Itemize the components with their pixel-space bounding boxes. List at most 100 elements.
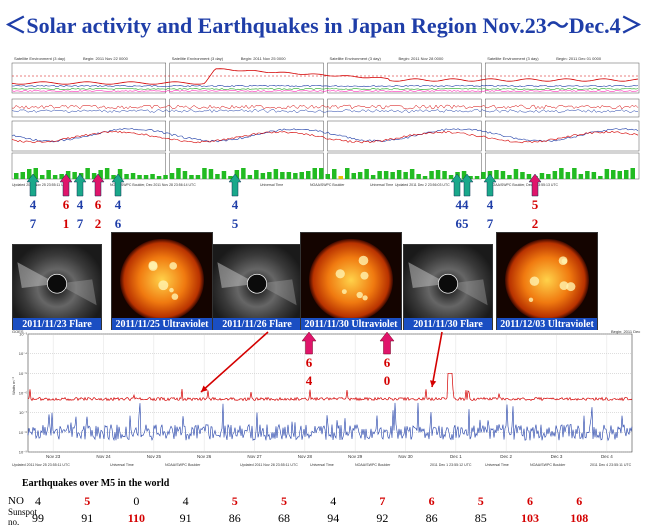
up-arrow-icon [528, 173, 542, 197]
panel-title: Satellite Environment (3 day) [330, 56, 382, 61]
sunspot-number-cell: 86 [425, 511, 438, 525]
kp-bar [390, 172, 395, 179]
kp-bar [585, 171, 590, 179]
arrow-marker [73, 173, 87, 197]
magnetometer-line-2 [11, 130, 639, 144]
kp-bar [40, 175, 45, 179]
image-caption: 2011/11/25 Ultraviolet [112, 318, 212, 331]
flare-image: 2011/11/26 Flare [212, 244, 302, 332]
cme-streamer [448, 279, 488, 306]
kp-bar [624, 170, 629, 179]
kp-bar [14, 173, 19, 179]
sun-picture [301, 233, 401, 331]
kp-bar [526, 174, 532, 179]
x-tick-label: Dec 2 [500, 454, 512, 459]
earthquake-count-cell: 0 [133, 494, 140, 508]
panel-frame [485, 62, 640, 94]
kp-bar [383, 171, 389, 179]
ultraviolet-image: 2011/11/30 Ultraviolet [300, 232, 402, 332]
coronagraph-picture [213, 245, 301, 331]
no-row-label: NO [8, 495, 24, 507]
panel-begin: Begin: 2011 Nov 25 0000 [241, 56, 287, 61]
kp-bar [104, 168, 110, 179]
sunspot-number-cell: 103 [521, 511, 539, 525]
kp-bar [604, 169, 610, 179]
arrow-marker [91, 173, 105, 197]
kp-bar [429, 171, 434, 179]
proton-flux-line [11, 84, 639, 88]
kp-bar [169, 173, 175, 179]
up-arrow-icon [460, 173, 474, 197]
marker-count: 6 [94, 197, 102, 212]
occulter-disk [246, 273, 268, 294]
earthquake-count-cell: 4 [182, 494, 189, 508]
kp-bar [46, 170, 51, 179]
marker-value: 5 [231, 216, 239, 231]
panel-frame [485, 120, 640, 152]
marker-value: 2 [94, 216, 102, 231]
y-tick-label: 10⁻⁵ [19, 371, 28, 376]
footer-note: NOAA/SWPC Boulder [165, 463, 201, 467]
marker-count: 5 [531, 197, 539, 212]
panel-frame [169, 98, 324, 118]
kp-bar [345, 168, 350, 179]
chart-begin: Begin: 2011 Dec 2 [611, 330, 641, 334]
electron-flux-line [11, 68, 639, 85]
sunspot-number-cell: 68 [278, 511, 290, 525]
sunspot-number-cell: 86 [228, 511, 241, 525]
x-tick-label: Dec 4 [601, 454, 613, 459]
kp-bar [27, 169, 32, 179]
up-arrow-icon [59, 173, 73, 197]
top-chart-bg [10, 55, 641, 195]
footer-note: Updated 2011 Nov 28 23:55:11 UTC [240, 463, 298, 467]
kp-bar [182, 171, 188, 179]
kp-bar [520, 172, 525, 179]
marker-count: 4 [29, 197, 37, 212]
proton-flux-line-3 [11, 90, 639, 92]
kp-bar [598, 176, 603, 179]
kp-bar [630, 168, 635, 179]
footer-note: Universal Time [110, 463, 134, 467]
occulter-disk [46, 273, 68, 294]
kp-bar [52, 175, 58, 179]
x-tick-label: Dec 1 [450, 454, 462, 459]
kp-bar [111, 175, 116, 179]
footer-note: Updated 2011 Nov 25 23:55:11 UTC [12, 463, 70, 467]
kp-bar [280, 172, 285, 179]
y-tick-label: 10⁻⁸ [19, 430, 28, 435]
x-tick-label: Nov 28 [298, 454, 313, 459]
kp-bar [539, 173, 545, 179]
kp-bar [195, 175, 201, 179]
active-region [559, 281, 569, 291]
kp-bar [578, 174, 584, 179]
up-arrow-icon [450, 173, 464, 197]
ultraviolet-image: 2011/11/25 Ultraviolet [111, 232, 213, 332]
panel-frame [327, 120, 482, 152]
arrow-marker [26, 173, 40, 197]
kp-bar [150, 174, 155, 179]
kp-bar [85, 168, 90, 179]
update-note: NOAA/SWPC Boulder [310, 183, 345, 187]
kp-bar [130, 173, 136, 179]
arrow-marker [59, 173, 73, 197]
panel-frame [11, 62, 166, 94]
cme-streamer [257, 279, 297, 306]
marker-count: 6 [62, 197, 70, 212]
kp-bar [500, 171, 506, 179]
kp-bar [565, 172, 571, 179]
kp-bar [325, 174, 330, 179]
kp-bar [65, 171, 71, 179]
earthquake-count-cell: 4 [35, 494, 41, 508]
footer-note: NOAA/SWPC Boulder [530, 463, 566, 467]
active-region [335, 269, 345, 279]
earthquake-count-cell: 6 [428, 494, 435, 508]
kp-bar [422, 176, 428, 179]
kp-bar [137, 175, 142, 179]
footer-note: 2011 Dec 4 23:55:11 UTC [590, 463, 632, 467]
x-tick-label: Nov 26 [197, 454, 212, 459]
arrow-marker [450, 173, 474, 197]
xray-short-series [27, 402, 633, 442]
up-arrow-icon [73, 173, 87, 197]
kp-bar [468, 176, 473, 179]
